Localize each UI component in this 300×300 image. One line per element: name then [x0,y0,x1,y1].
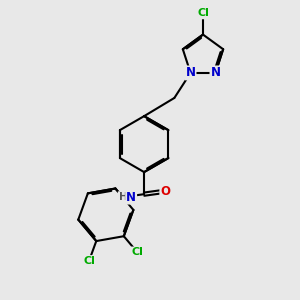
Text: H: H [118,192,127,202]
Text: N: N [126,190,136,204]
Text: N: N [211,66,220,80]
Text: Cl: Cl [197,8,209,18]
Text: Cl: Cl [131,248,143,257]
Text: Cl: Cl [83,256,95,266]
Text: O: O [160,185,170,198]
Text: N: N [185,66,196,80]
